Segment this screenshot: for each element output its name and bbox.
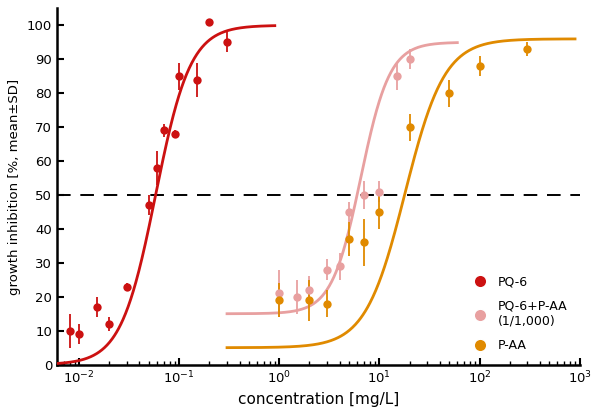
Legend: PQ-6, PQ-6+P-AA
(1/1,000), P-AA: PQ-6, PQ-6+P-AA (1/1,000), P-AA xyxy=(461,269,574,359)
X-axis label: concentration [mg/L]: concentration [mg/L] xyxy=(238,392,399,407)
Y-axis label: growth inhibition [%, mean±SD]: growth inhibition [%, mean±SD] xyxy=(8,78,22,295)
